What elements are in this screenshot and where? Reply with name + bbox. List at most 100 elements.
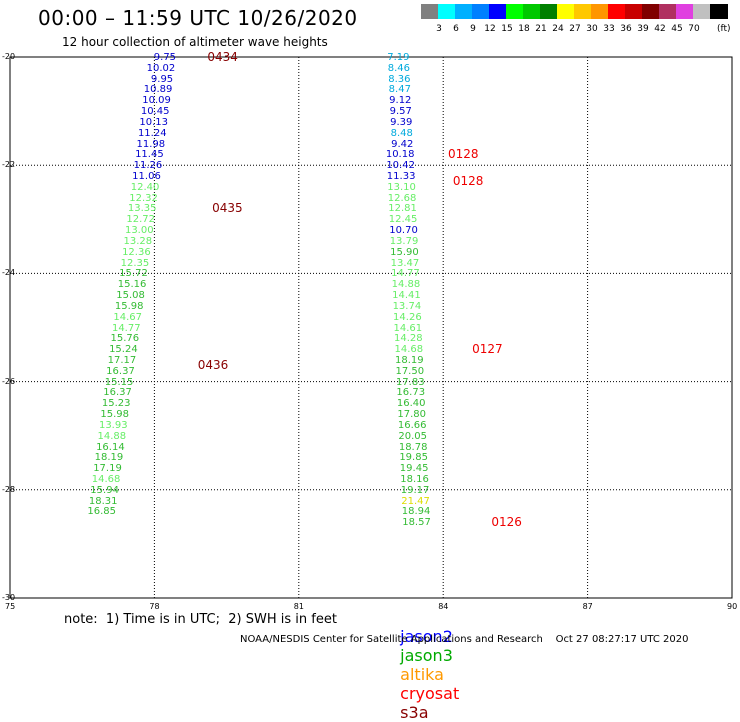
y-tick-label: -30 bbox=[2, 593, 16, 602]
x-tick-label: 75 bbox=[5, 602, 16, 611]
wave-height-label: 18.78 bbox=[398, 441, 428, 453]
y-tick-label: -28 bbox=[2, 484, 16, 494]
legend-label: 42 bbox=[654, 24, 666, 34]
wave-height-label: 9.39 bbox=[390, 116, 413, 128]
wave-height-label: 9.57 bbox=[389, 106, 412, 118]
legend-label: 70 bbox=[688, 24, 700, 34]
wave-height-label: 15.08 bbox=[116, 290, 145, 302]
wave-height-label: 9.42 bbox=[391, 138, 414, 150]
legend-label: 21 bbox=[535, 24, 547, 34]
legend-swatch bbox=[506, 4, 524, 19]
wave-height-label: 18.57 bbox=[402, 517, 431, 529]
sat-jason3: jason3 bbox=[400, 646, 453, 665]
legend-swatch bbox=[591, 4, 609, 19]
sat-jason2: jason2 bbox=[400, 627, 453, 646]
legend-swatch bbox=[540, 4, 558, 19]
wave-height-label: 14.61 bbox=[393, 322, 423, 334]
pass-time-label: 0127 bbox=[472, 342, 503, 357]
x-tick-label: 90 bbox=[727, 602, 738, 611]
pass-time-label: 0434 bbox=[207, 50, 238, 64]
wave-height-label: 18.94 bbox=[401, 506, 431, 518]
legend-swatch bbox=[693, 4, 711, 19]
wave-height-label: 9.75 bbox=[153, 52, 177, 63]
map-frame bbox=[9, 56, 733, 599]
y-tick-label: -20 bbox=[2, 52, 16, 61]
wave-height-label: 14.41 bbox=[392, 290, 421, 302]
x-tick-label: 84 bbox=[438, 602, 449, 611]
wave-height-label: 10.45 bbox=[140, 106, 170, 118]
wave-height-label: 12.32 bbox=[129, 192, 158, 204]
legend-label: 9 bbox=[470, 24, 476, 34]
wave-height-label: 19.85 bbox=[399, 452, 428, 464]
wave-height-map bbox=[9, 56, 733, 599]
wave-height-label: 11.33 bbox=[386, 171, 416, 183]
wave-height-label: 16.37 bbox=[103, 387, 132, 399]
wave-height-label: 15.98 bbox=[100, 409, 130, 421]
wave-height-label: 8.47 bbox=[388, 84, 411, 96]
satellite-legend: jason2 jason3 altika cryosat s3a bbox=[390, 608, 459, 722]
legend-label: 3 bbox=[436, 24, 442, 34]
map-subtitle: 12 hour collection of altimeter wave hei… bbox=[62, 35, 328, 49]
wave-height-label: 15.94 bbox=[90, 484, 119, 496]
wave-height-label: 18.31 bbox=[88, 495, 118, 507]
wave-height-label: 17.83 bbox=[395, 376, 425, 388]
legend-label: 36 bbox=[620, 24, 632, 34]
wave-height-label: 10.70 bbox=[389, 225, 418, 237]
wave-height-label: 21.47 bbox=[401, 495, 430, 507]
pass-time-label: 0435 bbox=[212, 201, 243, 216]
wave-height-label: 15.76 bbox=[110, 333, 140, 345]
wave-height-label: 13.74 bbox=[392, 300, 422, 312]
legend-swatch bbox=[489, 4, 507, 19]
legend-swatch bbox=[472, 4, 490, 19]
wave-height-label: 16.14 bbox=[96, 441, 125, 453]
wave-height-label: 16.40 bbox=[396, 398, 426, 410]
wave-height-label: 12.36 bbox=[122, 246, 151, 258]
wave-height-label: 12.35 bbox=[120, 257, 150, 269]
wave-height-label: 9.12 bbox=[389, 95, 412, 107]
wave-height-label: 12.45 bbox=[388, 214, 418, 226]
note-text: note: 1) Time is in UTC; 2) SWH is in fe… bbox=[64, 612, 337, 627]
legend-swatch bbox=[625, 4, 643, 19]
pass-time-label: 0128 bbox=[452, 174, 484, 189]
wave-height-label: 14.88 bbox=[97, 430, 127, 442]
wave-height-label: 16.66 bbox=[397, 419, 427, 431]
wave-height-label: 18.19 bbox=[94, 452, 124, 464]
wave-height-label: 10.13 bbox=[139, 116, 169, 128]
wave-height-label: 16.85 bbox=[87, 506, 117, 518]
legend-label: 39 bbox=[637, 24, 649, 34]
legend-label: 15 bbox=[501, 24, 513, 34]
wave-height-label: 10.09 bbox=[142, 95, 171, 107]
legend-swatch bbox=[557, 4, 575, 19]
wave-height-label: 13.10 bbox=[387, 181, 416, 193]
legend-swatch bbox=[642, 4, 660, 19]
wave-height-label: 15.90 bbox=[390, 246, 419, 258]
wave-height-label: 8.46 bbox=[387, 62, 410, 74]
wave-height-label: 10.42 bbox=[386, 160, 415, 172]
wave-height-label: 14.26 bbox=[393, 311, 422, 323]
wave-height-label: 8.36 bbox=[388, 73, 411, 85]
wave-height-label: 13.79 bbox=[389, 235, 419, 247]
legend-label: 30 bbox=[586, 24, 598, 34]
wave-height-label: 12.40 bbox=[130, 181, 160, 193]
sat-altika: altika bbox=[400, 665, 444, 684]
legend-swatch bbox=[455, 4, 473, 19]
wave-height-label: 8.48 bbox=[390, 127, 413, 139]
wave-height-label: 13.35 bbox=[127, 203, 157, 215]
wave-height-label: 13.28 bbox=[123, 235, 153, 247]
x-tick-label: 87 bbox=[582, 602, 593, 611]
wave-height-label: 9.95 bbox=[150, 73, 174, 85]
wave-height-label: 18.19 bbox=[394, 354, 424, 366]
legend-swatch bbox=[421, 4, 439, 19]
wave-height-label: 11.98 bbox=[136, 138, 166, 150]
wave-height-label: 13.93 bbox=[98, 419, 128, 431]
wave-height-label: 20.05 bbox=[398, 430, 427, 442]
legend-swatch bbox=[710, 4, 728, 19]
legend-unit: (ft) bbox=[717, 24, 731, 34]
wave-height-label: 11.45 bbox=[135, 149, 164, 161]
legend-label: 24 bbox=[552, 24, 564, 34]
wave-height-label: 14.88 bbox=[391, 279, 421, 291]
footer-credit: NOAA/NESDIS Center for Satellite Applica… bbox=[240, 634, 689, 645]
legend-swatch bbox=[438, 4, 456, 19]
legend-swatch bbox=[659, 4, 677, 19]
wave-height-label: 12.68 bbox=[387, 192, 417, 204]
